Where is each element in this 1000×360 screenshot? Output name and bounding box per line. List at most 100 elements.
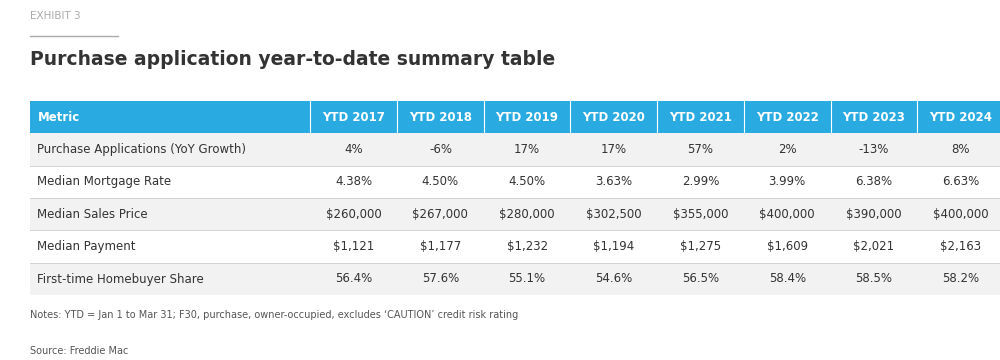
FancyBboxPatch shape [744, 198, 831, 230]
FancyBboxPatch shape [917, 230, 1000, 263]
FancyBboxPatch shape [30, 101, 310, 133]
FancyBboxPatch shape [831, 230, 917, 263]
Text: YTD 2019: YTD 2019 [496, 111, 559, 123]
FancyBboxPatch shape [657, 133, 744, 166]
FancyBboxPatch shape [744, 230, 831, 263]
Text: $1,232: $1,232 [507, 240, 548, 253]
Text: 58.5%: 58.5% [855, 273, 892, 285]
FancyBboxPatch shape [917, 263, 1000, 295]
Text: 2%: 2% [778, 143, 797, 156]
FancyBboxPatch shape [397, 230, 484, 263]
Text: $1,275: $1,275 [680, 240, 721, 253]
Text: $1,609: $1,609 [767, 240, 808, 253]
FancyBboxPatch shape [831, 101, 917, 133]
FancyBboxPatch shape [570, 101, 657, 133]
Text: 56.5%: 56.5% [682, 273, 719, 285]
Text: YTD 2024: YTD 2024 [929, 111, 992, 123]
FancyBboxPatch shape [570, 133, 657, 166]
Text: 57.6%: 57.6% [422, 273, 459, 285]
Text: Median Payment: Median Payment [37, 240, 136, 253]
FancyBboxPatch shape [657, 263, 744, 295]
Text: 17%: 17% [601, 143, 627, 156]
FancyBboxPatch shape [570, 263, 657, 295]
Text: 56.4%: 56.4% [335, 273, 372, 285]
Text: EXHIBIT 3: EXHIBIT 3 [30, 11, 80, 21]
FancyBboxPatch shape [397, 101, 484, 133]
FancyBboxPatch shape [484, 133, 570, 166]
Text: 54.6%: 54.6% [595, 273, 632, 285]
Text: $260,000: $260,000 [326, 208, 382, 221]
Text: $390,000: $390,000 [846, 208, 902, 221]
FancyBboxPatch shape [657, 198, 744, 230]
Text: YTD 2023: YTD 2023 [843, 111, 905, 123]
FancyBboxPatch shape [570, 230, 657, 263]
Text: YTD 2017: YTD 2017 [322, 111, 385, 123]
Text: 57%: 57% [688, 143, 714, 156]
FancyBboxPatch shape [831, 166, 917, 198]
Text: 4.50%: 4.50% [509, 175, 546, 188]
Text: $355,000: $355,000 [673, 208, 728, 221]
FancyBboxPatch shape [397, 166, 484, 198]
Text: $267,000: $267,000 [412, 208, 468, 221]
Text: $2,021: $2,021 [853, 240, 895, 253]
FancyBboxPatch shape [310, 166, 397, 198]
FancyBboxPatch shape [310, 198, 397, 230]
FancyBboxPatch shape [310, 230, 397, 263]
Text: -6%: -6% [429, 143, 452, 156]
Text: 8%: 8% [951, 143, 970, 156]
FancyBboxPatch shape [397, 133, 484, 166]
Text: Median Mortgage Rate: Median Mortgage Rate [37, 175, 172, 188]
Text: Median Sales Price: Median Sales Price [37, 208, 148, 221]
Text: -13%: -13% [859, 143, 889, 156]
Text: 17%: 17% [514, 143, 540, 156]
Text: Source: Freddie Mac: Source: Freddie Mac [30, 346, 128, 356]
FancyBboxPatch shape [30, 133, 310, 166]
FancyBboxPatch shape [30, 263, 310, 295]
Text: Purchase application year-to-date summary table: Purchase application year-to-date summar… [30, 50, 555, 69]
Text: Purchase Applications (YoY Growth): Purchase Applications (YoY Growth) [37, 143, 246, 156]
FancyBboxPatch shape [831, 198, 917, 230]
Text: YTD 2018: YTD 2018 [409, 111, 472, 123]
Text: YTD 2022: YTD 2022 [756, 111, 819, 123]
Text: $2,163: $2,163 [940, 240, 981, 253]
Text: $1,177: $1,177 [420, 240, 461, 253]
FancyBboxPatch shape [831, 133, 917, 166]
Text: 58.2%: 58.2% [942, 273, 979, 285]
Text: $302,500: $302,500 [586, 208, 642, 221]
Text: $1,121: $1,121 [333, 240, 374, 253]
Text: 55.1%: 55.1% [509, 273, 546, 285]
FancyBboxPatch shape [310, 263, 397, 295]
FancyBboxPatch shape [397, 198, 484, 230]
FancyBboxPatch shape [30, 230, 310, 263]
Text: 4.38%: 4.38% [335, 175, 372, 188]
FancyBboxPatch shape [917, 101, 1000, 133]
FancyBboxPatch shape [657, 230, 744, 263]
FancyBboxPatch shape [310, 101, 397, 133]
Text: 4.50%: 4.50% [422, 175, 459, 188]
Text: YTD 2021: YTD 2021 [669, 111, 732, 123]
Text: $280,000: $280,000 [499, 208, 555, 221]
FancyBboxPatch shape [917, 166, 1000, 198]
FancyBboxPatch shape [831, 263, 917, 295]
Text: First-time Homebuyer Share: First-time Homebuyer Share [37, 273, 204, 285]
FancyBboxPatch shape [657, 166, 744, 198]
FancyBboxPatch shape [744, 101, 831, 133]
FancyBboxPatch shape [917, 198, 1000, 230]
FancyBboxPatch shape [744, 263, 831, 295]
Text: $400,000: $400,000 [759, 208, 815, 221]
FancyBboxPatch shape [570, 198, 657, 230]
Text: 3.99%: 3.99% [769, 175, 806, 188]
FancyBboxPatch shape [484, 263, 570, 295]
FancyBboxPatch shape [30, 166, 310, 198]
Text: 2.99%: 2.99% [682, 175, 719, 188]
Text: 6.63%: 6.63% [942, 175, 979, 188]
FancyBboxPatch shape [657, 101, 744, 133]
Text: 6.38%: 6.38% [855, 175, 893, 188]
FancyBboxPatch shape [744, 166, 831, 198]
Text: $400,000: $400,000 [933, 208, 988, 221]
FancyBboxPatch shape [484, 230, 570, 263]
Text: YTD 2020: YTD 2020 [582, 111, 645, 123]
FancyBboxPatch shape [917, 133, 1000, 166]
FancyBboxPatch shape [484, 101, 570, 133]
Text: Metric: Metric [37, 111, 80, 123]
